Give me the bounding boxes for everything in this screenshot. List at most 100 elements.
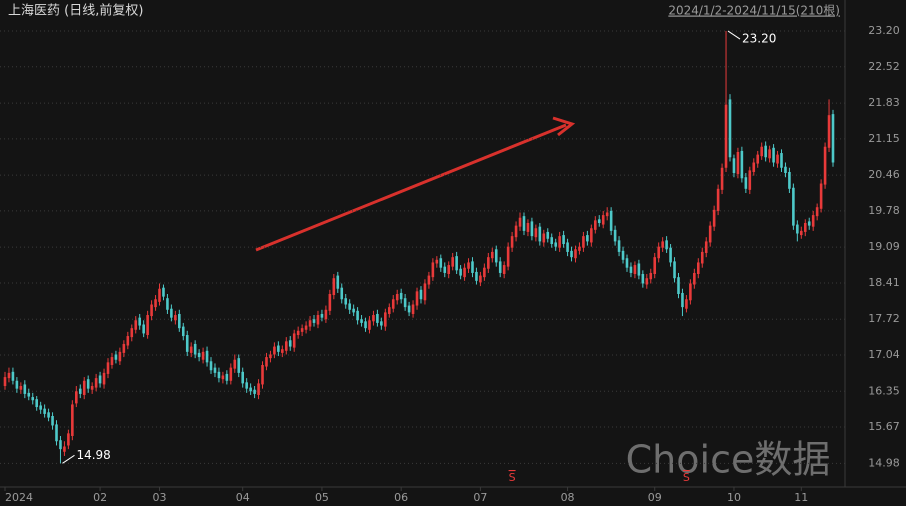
- candle-body: [146, 315, 149, 336]
- candle-body: [364, 321, 367, 329]
- candle-body: [700, 251, 704, 264]
- candle-body: [562, 235, 565, 245]
- candle-body: [78, 388, 82, 394]
- candle-body: [443, 266, 447, 273]
- x-tick-label: 2024: [5, 491, 33, 504]
- candle-body: [189, 346, 193, 353]
- candle-body: [479, 275, 482, 283]
- candle-body: [233, 359, 237, 369]
- candle-body: [566, 242, 569, 252]
- candle-body: [221, 375, 225, 380]
- candle-body: [772, 147, 775, 163]
- candle-body: [578, 246, 581, 251]
- date-range[interactable]: 2024/1/2-2024/11/15(210根): [668, 4, 840, 18]
- candle-body: [312, 319, 316, 323]
- candle-body: [526, 222, 530, 232]
- x-tick-label: 02: [93, 491, 107, 504]
- candle-body: [241, 371, 245, 384]
- candle-body: [284, 341, 288, 351]
- candle-body: [490, 251, 494, 259]
- candle-body: [487, 257, 490, 269]
- candle-body: [677, 277, 680, 294]
- x-tick-label: 11: [794, 491, 808, 504]
- event-marker: S: [683, 471, 690, 484]
- candle-body: [411, 304, 415, 314]
- candle-body: [106, 362, 110, 374]
- candle-body: [558, 236, 561, 248]
- candle-body: [538, 226, 542, 242]
- candle-body: [514, 225, 518, 238]
- candle-body: [225, 373, 229, 381]
- candle-body: [435, 259, 439, 264]
- annotation-label: 23.20: [742, 32, 776, 46]
- candle-body: [332, 278, 336, 296]
- candle-body: [352, 308, 355, 313]
- candle-body: [130, 328, 134, 338]
- candle-body: [522, 216, 526, 231]
- candle-body: [681, 292, 684, 308]
- candle-body: [788, 171, 791, 189]
- candle-body: [395, 293, 399, 301]
- candle-body: [237, 358, 241, 373]
- candle-body: [90, 386, 94, 390]
- candle-body: [455, 256, 458, 271]
- candle-body: [15, 380, 19, 389]
- candle-body: [629, 266, 633, 273]
- candle-body: [197, 352, 201, 358]
- candle-body: [82, 380, 86, 395]
- candle-body: [98, 375, 102, 384]
- candle-body: [661, 241, 664, 248]
- candle-body: [142, 324, 145, 334]
- candle-body: [685, 299, 688, 309]
- candle-body: [360, 319, 363, 323]
- y-tick-label: 20.46: [868, 168, 900, 181]
- candle-body: [439, 258, 443, 268]
- candle-body: [126, 336, 130, 346]
- candle-body: [708, 225, 712, 243]
- candle-body: [154, 299, 157, 308]
- candle-body: [368, 320, 371, 330]
- candle-body: [415, 291, 419, 306]
- trend-arrowhead: [552, 116, 576, 137]
- y-tick-label: 19.78: [868, 204, 900, 217]
- candle-body: [740, 150, 744, 179]
- candle-body: [665, 240, 668, 250]
- y-tick-label: 16.35: [868, 384, 900, 397]
- candle-body: [185, 335, 189, 352]
- candle-body: [7, 372, 11, 379]
- candle-body: [308, 320, 312, 327]
- candle-body: [447, 265, 451, 275]
- y-tick-label: 15.67: [868, 420, 900, 433]
- candle-body: [23, 384, 27, 394]
- candle-body: [669, 247, 672, 263]
- candle-body: [756, 154, 760, 164]
- trend-arrow: [255, 123, 567, 252]
- candle-body: [348, 303, 351, 310]
- candle-body: [253, 389, 256, 394]
- candle-body: [752, 162, 756, 172]
- candle-body: [811, 215, 815, 227]
- candle-body: [601, 215, 605, 225]
- candle-body: [336, 275, 340, 289]
- x-tick-label: 04: [236, 491, 250, 504]
- candle-body: [760, 146, 763, 157]
- candle-body: [633, 265, 637, 275]
- candle-body: [63, 446, 66, 452]
- candle-body: [796, 224, 799, 234]
- candle-body: [94, 378, 98, 388]
- candle-body: [554, 242, 557, 247]
- candle-body: [712, 209, 716, 227]
- candle-body: [304, 325, 308, 330]
- candle-body: [67, 433, 70, 446]
- candle-body: [403, 298, 407, 308]
- candle-body: [586, 235, 589, 242]
- candle-body: [273, 346, 276, 355]
- candle-body: [122, 343, 126, 353]
- candle-body: [724, 104, 728, 168]
- candle-body: [174, 315, 177, 321]
- candle-body: [27, 392, 31, 397]
- candle-body: [292, 333, 296, 348]
- candle-body: [296, 330, 300, 336]
- watermark: Choice数据: [626, 438, 831, 482]
